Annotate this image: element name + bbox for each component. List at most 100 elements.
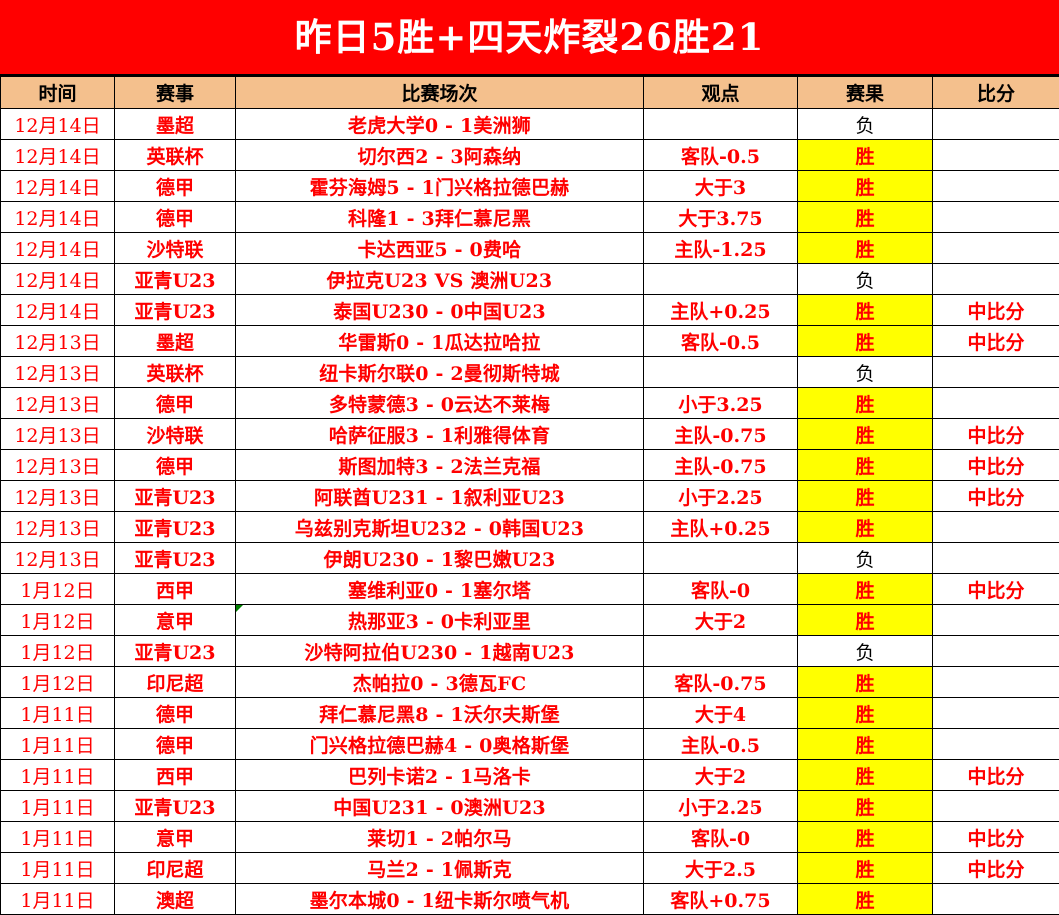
cell-match[interactable]: 莱切1 - 2帕尔马 bbox=[236, 822, 644, 853]
cell-score[interactable]: 中比分 bbox=[933, 574, 1059, 605]
cell-league[interactable]: 亚青U23 bbox=[115, 791, 236, 822]
cell-score[interactable] bbox=[933, 605, 1059, 636]
cell-match[interactable]: 华雷斯0 - 1瓜达拉哈拉 bbox=[236, 326, 644, 357]
column-header-result[interactable]: 赛果 bbox=[798, 77, 933, 109]
cell-score[interactable] bbox=[933, 512, 1059, 543]
cell-time[interactable]: 1月12日 bbox=[1, 574, 115, 605]
table-row[interactable]: 12月13日英联杯纽卡斯尔联0 - 2曼彻斯特城负 bbox=[1, 357, 1059, 388]
cell-league[interactable]: 英联杯 bbox=[115, 357, 236, 388]
cell-view[interactable]: 大于2 bbox=[644, 760, 798, 791]
cell-time[interactable]: 1月11日 bbox=[1, 822, 115, 853]
cell-time[interactable]: 1月11日 bbox=[1, 884, 115, 915]
cell-time[interactable]: 12月14日 bbox=[1, 264, 115, 295]
cell-view[interactable]: 大于3.75 bbox=[644, 202, 798, 233]
cell-league[interactable]: 墨超 bbox=[115, 326, 236, 357]
cell-league[interactable]: 德甲 bbox=[115, 698, 236, 729]
cell-league[interactable]: 英联杯 bbox=[115, 140, 236, 171]
cell-result[interactable]: 胜 bbox=[798, 729, 933, 760]
cell-time[interactable]: 12月14日 bbox=[1, 233, 115, 264]
cell-view[interactable] bbox=[644, 543, 798, 574]
cell-view[interactable]: 小于2.25 bbox=[644, 481, 798, 512]
cell-score[interactable] bbox=[933, 264, 1059, 295]
cell-score[interactable]: 中比分 bbox=[933, 481, 1059, 512]
cell-match[interactable]: 阿联酋U231 - 1叙利亚U23 bbox=[236, 481, 644, 512]
cell-view[interactable]: 主队-1.25 bbox=[644, 233, 798, 264]
cell-result[interactable]: 胜 bbox=[798, 853, 933, 884]
cell-league[interactable]: 西甲 bbox=[115, 574, 236, 605]
cell-match[interactable]: 切尔西2 - 3阿森纳 bbox=[236, 140, 644, 171]
cell-result[interactable]: 负 bbox=[798, 109, 933, 140]
cell-time[interactable]: 1月11日 bbox=[1, 791, 115, 822]
cell-score[interactable] bbox=[933, 543, 1059, 574]
cell-match[interactable]: 塞维利亚0 - 1塞尔塔 bbox=[236, 574, 644, 605]
cell-match[interactable]: 霍芬海姆5 - 1门兴格拉德巴赫 bbox=[236, 171, 644, 202]
cell-league[interactable]: 亚青U23 bbox=[115, 264, 236, 295]
cell-result[interactable]: 胜 bbox=[798, 760, 933, 791]
cell-league[interactable]: 亚青U23 bbox=[115, 512, 236, 543]
cell-match[interactable]: 马兰2 - 1佩斯克 bbox=[236, 853, 644, 884]
cell-view[interactable] bbox=[644, 357, 798, 388]
cell-match[interactable]: 巴列卡诺2 - 1马洛卡 bbox=[236, 760, 644, 791]
cell-view[interactable]: 客队-0.5 bbox=[644, 140, 798, 171]
cell-league[interactable]: 德甲 bbox=[115, 729, 236, 760]
cell-league[interactable]: 亚青U23 bbox=[115, 295, 236, 326]
column-header-view[interactable]: 观点 bbox=[644, 77, 798, 109]
cell-score[interactable] bbox=[933, 729, 1059, 760]
cell-league[interactable]: 澳超 bbox=[115, 884, 236, 915]
cell-match[interactable]: 斯图加特3 - 2法兰克福 bbox=[236, 450, 644, 481]
cell-view[interactable]: 主队-0.75 bbox=[644, 419, 798, 450]
cell-league[interactable]: 德甲 bbox=[115, 171, 236, 202]
cell-view[interactable]: 大于4 bbox=[644, 698, 798, 729]
cell-match[interactable]: 多特蒙德3 - 0云达不莱梅 bbox=[236, 388, 644, 419]
cell-time[interactable]: 12月13日 bbox=[1, 481, 115, 512]
cell-view[interactable]: 主队-0.5 bbox=[644, 729, 798, 760]
cell-score[interactable] bbox=[933, 636, 1059, 667]
cell-time[interactable]: 12月13日 bbox=[1, 419, 115, 450]
cell-league[interactable]: 西甲 bbox=[115, 760, 236, 791]
cell-time[interactable]: 12月13日 bbox=[1, 326, 115, 357]
cell-view[interactable]: 大于2 bbox=[644, 605, 798, 636]
cell-time[interactable]: 1月11日 bbox=[1, 760, 115, 791]
cell-score[interactable] bbox=[933, 233, 1059, 264]
cell-result[interactable]: 胜 bbox=[798, 605, 933, 636]
cell-result[interactable]: 胜 bbox=[798, 574, 933, 605]
cell-time[interactable]: 12月13日 bbox=[1, 450, 115, 481]
cell-result[interactable]: 胜 bbox=[798, 884, 933, 915]
cell-league[interactable]: 亚青U23 bbox=[115, 636, 236, 667]
cell-time[interactable]: 1月11日 bbox=[1, 729, 115, 760]
cell-time[interactable]: 12月14日 bbox=[1, 295, 115, 326]
cell-result[interactable]: 负 bbox=[798, 357, 933, 388]
cell-result[interactable]: 负 bbox=[798, 543, 933, 574]
cell-match[interactable]: 沙特阿拉伯U230 - 1越南U23 bbox=[236, 636, 644, 667]
cell-league[interactable]: 意甲 bbox=[115, 605, 236, 636]
cell-result[interactable]: 负 bbox=[798, 636, 933, 667]
cell-view[interactable] bbox=[644, 264, 798, 295]
cell-match[interactable]: 科隆1 - 3拜仁慕尼黑 bbox=[236, 202, 644, 233]
cell-league[interactable]: 德甲 bbox=[115, 388, 236, 419]
cell-result[interactable]: 胜 bbox=[798, 419, 933, 450]
cell-league[interactable]: 墨超 bbox=[115, 109, 236, 140]
column-header-score[interactable]: 比分 bbox=[933, 77, 1059, 109]
cell-time[interactable]: 12月14日 bbox=[1, 109, 115, 140]
cell-league[interactable]: 印尼超 bbox=[115, 667, 236, 698]
cell-time[interactable]: 1月12日 bbox=[1, 636, 115, 667]
cell-league[interactable]: 沙特联 bbox=[115, 233, 236, 264]
cell-score[interactable] bbox=[933, 667, 1059, 698]
cell-result[interactable]: 胜 bbox=[798, 481, 933, 512]
cell-match[interactable]: 纽卡斯尔联0 - 2曼彻斯特城 bbox=[236, 357, 644, 388]
cell-result[interactable]: 负 bbox=[798, 264, 933, 295]
cell-match[interactable]: 乌兹别克斯坦U232 - 0韩国U23 bbox=[236, 512, 644, 543]
cell-view[interactable]: 客队+0.75 bbox=[644, 884, 798, 915]
column-header-time[interactable]: 时间 bbox=[1, 77, 115, 109]
